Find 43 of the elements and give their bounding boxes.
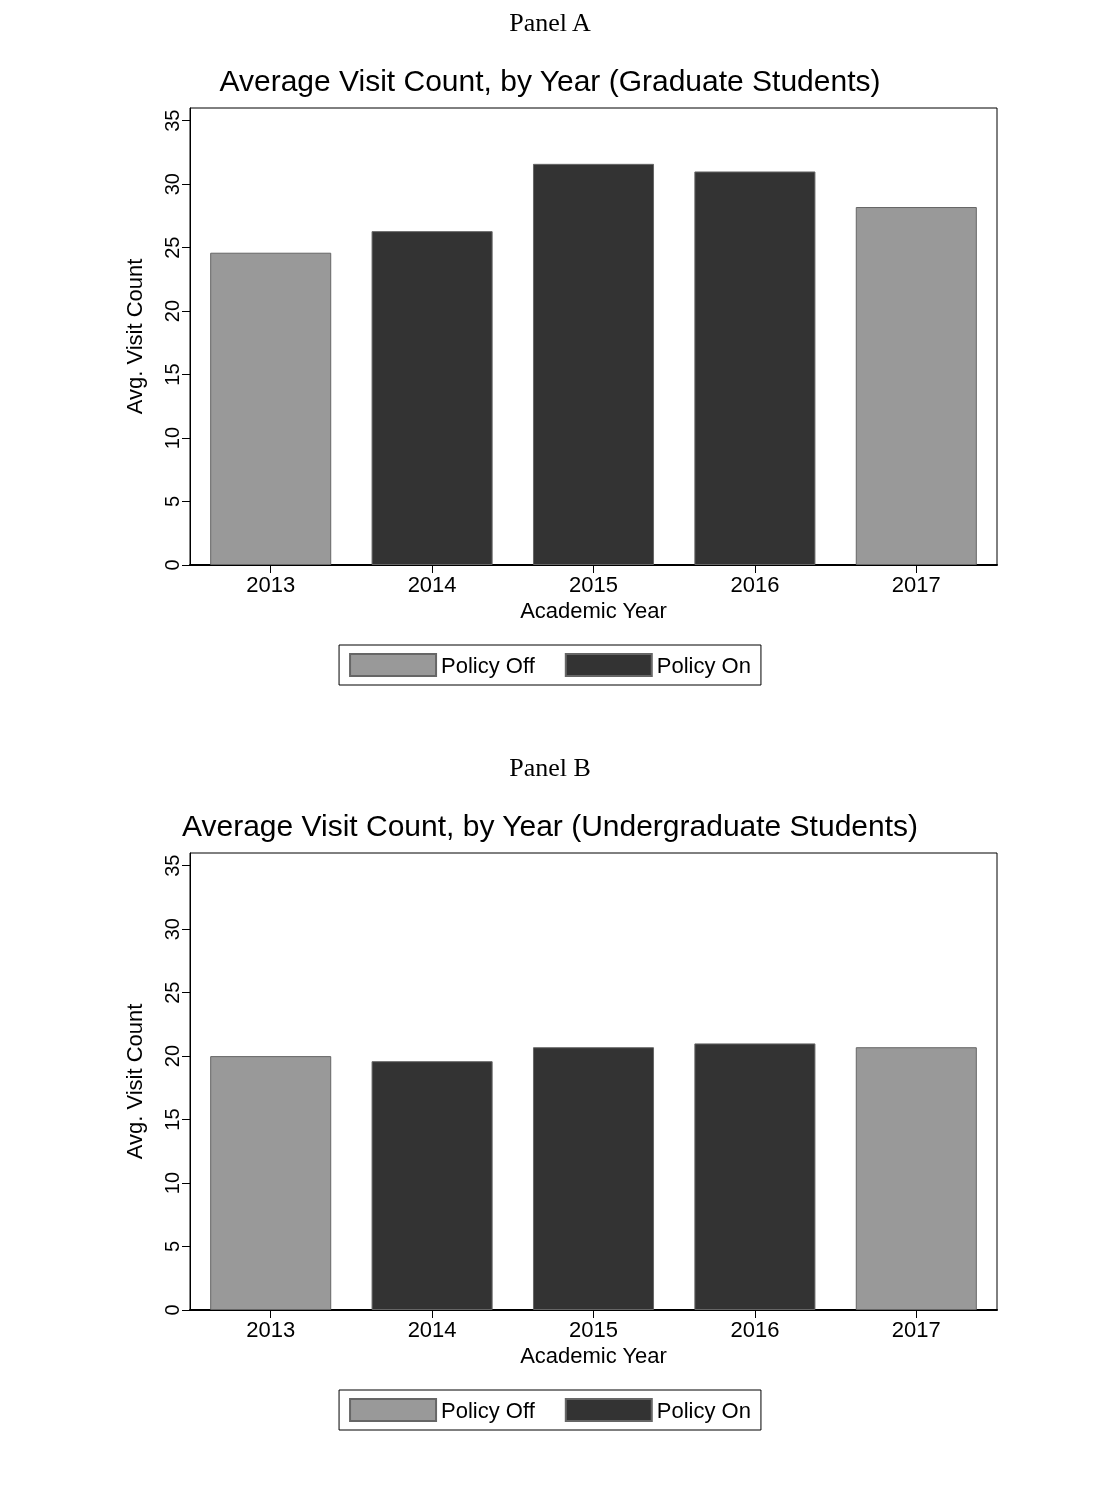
legend-label: Policy Off: [441, 1397, 536, 1423]
y-tick-label: 20: [161, 299, 183, 323]
x-tick-label: 2016: [730, 1316, 780, 1342]
y-tick-label: 25: [161, 981, 183, 1004]
x-tick-label: 2013: [246, 1316, 296, 1342]
text: Panel B: [508, 753, 592, 783]
y-tick-label: 5: [161, 495, 183, 508]
x-axis-title: Academic Year: [520, 598, 667, 624]
y-axis-title: Avg. Visit Count: [121, 1003, 147, 1160]
bar: [532, 163, 655, 565]
text: Panel A: [508, 8, 592, 38]
legend-label: Policy Off: [441, 652, 536, 678]
y-tick-label: 35: [161, 109, 183, 132]
bar: [855, 207, 977, 565]
bar: [210, 252, 332, 565]
x-tick-label: 2015: [569, 1316, 618, 1342]
y-tick-label: 15: [161, 1108, 183, 1131]
y-tick-label: 25: [161, 236, 183, 259]
bar: [371, 231, 493, 565]
y-axis-title: Avg. Visit Count: [121, 258, 147, 415]
chart-title: Average Visit Count, by Year (Graduate Students): [219, 63, 881, 97]
x-tick-label: 2017: [891, 571, 941, 597]
x-tick-label: 2017: [891, 1316, 941, 1342]
y-tick-label: 5: [161, 1240, 183, 1253]
chart-title: Average Visit Count, by Year (Undergraduate Students): [181, 808, 919, 842]
y-tick-label: 30: [161, 918, 183, 941]
y-tick-label: 30: [161, 173, 183, 196]
y-tick-label: 15: [161, 363, 183, 386]
legend-label: Policy On: [656, 652, 751, 678]
x-tick-label: 2014: [407, 571, 457, 597]
x-axis-title: Academic Year: [520, 1343, 667, 1369]
y-tick-label: 0: [161, 559, 183, 571]
y-tick-label: 20: [161, 1044, 183, 1068]
x-tick-label: 2013: [246, 571, 296, 597]
bar: [694, 171, 816, 565]
x-tick-label: 2015: [569, 571, 618, 597]
y-tick-label: 35: [161, 854, 183, 877]
x-tick-label: 2016: [730, 571, 780, 597]
y-tick-label: 10: [161, 1171, 183, 1195]
x-tick-label: 2014: [407, 1316, 457, 1342]
legend-label: Policy On: [656, 1397, 751, 1423]
y-tick-label: 10: [161, 426, 183, 450]
y-tick-label: 0: [161, 1304, 183, 1316]
